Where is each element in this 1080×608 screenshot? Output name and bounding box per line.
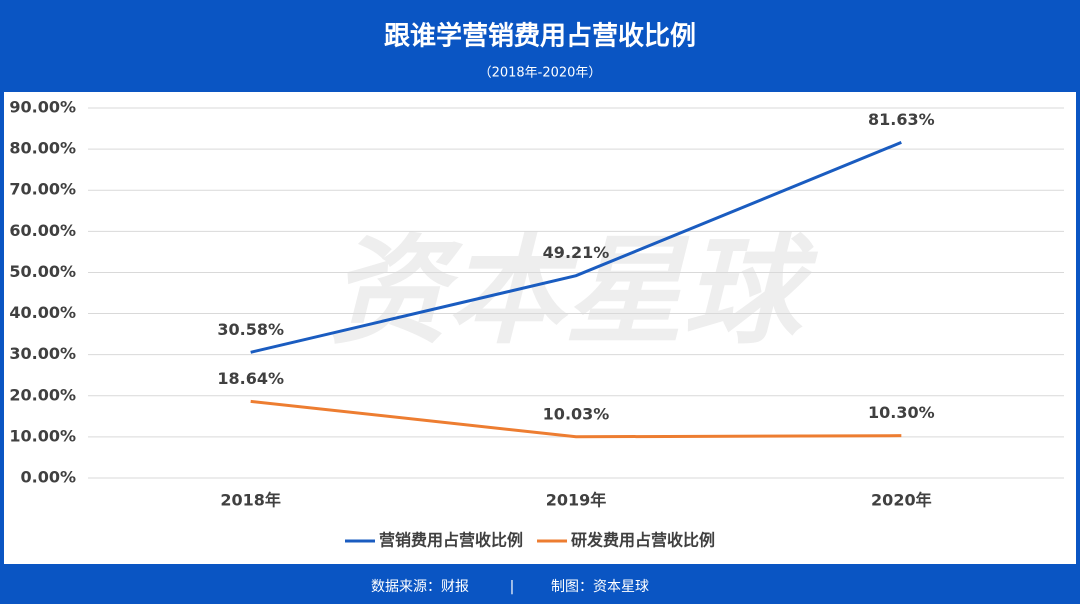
y-tick-label: 20.00% bbox=[9, 385, 76, 404]
data-label: 81.63% bbox=[868, 110, 935, 129]
data-label: 30.58% bbox=[217, 320, 284, 339]
footer-credit: 制图：资本星球 bbox=[551, 579, 649, 595]
footer-source: 数据来源：财报 bbox=[371, 579, 469, 595]
series-line bbox=[250, 141, 902, 354]
y-tick-label: 10.00% bbox=[9, 426, 76, 445]
legend-label: 研发费用占营收比例 bbox=[571, 531, 715, 550]
y-tick-label: 60.00% bbox=[9, 221, 76, 240]
y-tick-label: 80.00% bbox=[9, 139, 76, 158]
footer-separator: | bbox=[510, 579, 515, 595]
chart-subtitle: （2018年-2020年） bbox=[479, 66, 602, 81]
data-label: 10.30% bbox=[868, 403, 935, 422]
watermark: 资本星球 bbox=[329, 222, 819, 360]
data-label: 49.21% bbox=[543, 243, 610, 262]
data-label: 10.03% bbox=[543, 404, 610, 423]
y-tick-label: 40.00% bbox=[9, 303, 76, 322]
legend-label: 营销费用占营收比例 bbox=[379, 531, 523, 550]
y-tick-label: 70.00% bbox=[9, 180, 76, 199]
y-tick-label: 0.00% bbox=[20, 468, 76, 487]
plot-background bbox=[4, 92, 1076, 564]
series-line bbox=[250, 399, 902, 439]
data-label: 18.64% bbox=[217, 369, 284, 388]
y-tick-label: 30.00% bbox=[9, 344, 76, 363]
x-tick-label: 2018年 bbox=[220, 491, 281, 510]
chart-title: 跟谁学营销费用占营收比例 bbox=[384, 21, 696, 52]
x-tick-label: 2019年 bbox=[546, 491, 607, 510]
y-tick-label: 50.00% bbox=[9, 262, 76, 281]
y-tick-label: 90.00% bbox=[9, 98, 76, 117]
x-tick-label: 2020年 bbox=[871, 491, 932, 510]
